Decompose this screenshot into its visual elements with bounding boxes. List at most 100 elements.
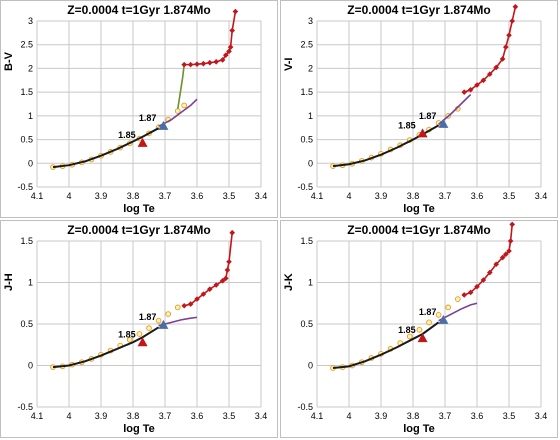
data-point — [445, 304, 452, 311]
y-tick-label: 0.5 — [20, 135, 33, 145]
x-tick-label: 3.9 — [95, 191, 108, 201]
data-point — [226, 258, 232, 265]
data-point — [219, 57, 226, 63]
x-tick-label: 4 — [346, 191, 351, 201]
x-tick-label: 4 — [66, 411, 71, 421]
data-point — [229, 27, 235, 34]
data-point — [194, 296, 200, 302]
x-tick-label: 3.9 — [375, 411, 388, 421]
y-tick-label: 2.5 — [20, 40, 33, 50]
chart-panel-jk: Z=0.0004 t=1Gyr 1.874Mo J-K log Te 4.1 4 3… — [280, 220, 558, 438]
x-tick-label: 3.6 — [191, 191, 204, 201]
data-point — [435, 312, 442, 318]
data-point — [232, 8, 239, 15]
data-point — [136, 331, 143, 337]
series-line — [158, 316, 198, 327]
series-line — [332, 321, 440, 369]
chart-title: Z=0.0004 t=1Gyr 1.874Mo — [347, 3, 491, 17]
annotation-marker — [417, 128, 428, 138]
data-point — [467, 86, 474, 93]
data-point — [461, 292, 467, 298]
y-tick-label: 1 — [308, 111, 313, 121]
x-tick-label: 3.9 — [95, 411, 108, 421]
y-tick-label: 0.5 — [20, 319, 33, 329]
data-point — [207, 59, 213, 66]
series-line — [463, 6, 517, 93]
data-point — [487, 269, 493, 276]
chart-plot-vi: 4.1 4 3.9 3.8 3.7 3.6 3.5 3.4 -0.5 0 0.5 1 1.5 2 2.5 3 1… — [297, 3, 547, 201]
x-tick-label: 4.1 — [31, 191, 44, 201]
data-point — [213, 58, 219, 65]
data-point — [223, 52, 229, 58]
data-point — [200, 60, 207, 67]
x-tick-label: 3.4 — [255, 191, 268, 201]
y-tick-label: -0.5 — [297, 402, 313, 412]
y-tick-label: 0 — [28, 361, 33, 371]
data-point — [200, 291, 207, 297]
y-tick-label: 3 — [308, 16, 313, 26]
data-point — [480, 77, 487, 84]
data-point — [207, 286, 213, 292]
data-point — [181, 302, 187, 309]
x-tick-label: 3.8 — [407, 411, 420, 421]
data-point — [146, 325, 152, 332]
data-point — [503, 44, 509, 50]
x-tick-label: 3.7 — [159, 191, 172, 201]
x-tick-label: 3.6 — [471, 191, 484, 201]
x-tick-label: 3.5 — [223, 191, 236, 201]
y-tick-label: 1.5 — [300, 236, 313, 246]
data-point — [213, 282, 219, 288]
x-axis-label: log Te — [403, 423, 435, 435]
x-tick-label: 3.8 — [127, 411, 140, 421]
annotation-marker — [438, 118, 449, 128]
chart-title: Z=0.0004 t=1Gyr 1.874Mo — [347, 223, 491, 237]
annotation-label: 1.85 — [118, 329, 136, 339]
y-tick-label: 2 — [28, 63, 33, 73]
data-point — [474, 283, 480, 290]
data-point — [493, 261, 499, 268]
x-tick-label: 3.6 — [471, 411, 484, 421]
y-tick-label: 3 — [28, 16, 33, 26]
chart-title: Z=0.0004 t=1Gyr 1.874Mo — [67, 223, 211, 237]
annotation-marker — [158, 319, 169, 329]
series-line — [177, 64, 185, 109]
y-tick-label: 1.5 — [20, 236, 33, 246]
annotation-marker — [137, 137, 148, 147]
y-tick-label: 0 — [308, 361, 313, 371]
series-line — [183, 232, 233, 307]
data-point — [126, 336, 133, 343]
data-point — [155, 317, 162, 324]
annotation-label: 1.87 — [419, 307, 437, 317]
x-tick-label: 3.5 — [503, 411, 516, 421]
x-tick-label: 3.7 — [439, 191, 452, 201]
y-tick-label: 1.5 — [300, 87, 313, 97]
x-tick-label: 3.8 — [407, 191, 420, 201]
annotation-label: 1.85 — [118, 130, 136, 140]
series-line — [158, 98, 198, 128]
data-point — [187, 61, 194, 68]
y-tick-label: -0.5 — [17, 402, 33, 412]
x-tick-label: 3.8 — [127, 191, 140, 201]
annotation-label: 1.85 — [398, 325, 416, 335]
chart-plot-jk: 4.1 4 3.9 3.8 3.7 3.6 3.5 3.4 -0.5 0 0.5 1 1.5 1.851.… — [297, 221, 548, 421]
data-point — [506, 32, 512, 39]
annotation-marker — [158, 120, 169, 130]
data-point — [512, 3, 519, 10]
x-tick-label: 3.5 — [503, 191, 516, 201]
data-point — [426, 319, 432, 326]
data-point — [181, 61, 187, 68]
data-point — [406, 333, 413, 340]
x-axis-label: log Te — [123, 423, 155, 435]
x-tick-label: 4.1 — [31, 411, 44, 421]
x-tick-label: 3.4 — [255, 411, 268, 421]
x-tick-label: 4 — [66, 191, 71, 201]
y-tick-label: 1 — [28, 111, 33, 121]
annotation-marker — [417, 333, 428, 343]
series-line — [52, 127, 160, 169]
x-tick-label: 3.7 — [439, 411, 452, 421]
x-tick-label: 4 — [346, 411, 351, 421]
x-axis-label: log Te — [123, 203, 155, 215]
series-line — [184, 11, 237, 66]
annotation-label: 1.87 — [419, 111, 437, 121]
x-tick-label: 3.4 — [535, 411, 548, 421]
